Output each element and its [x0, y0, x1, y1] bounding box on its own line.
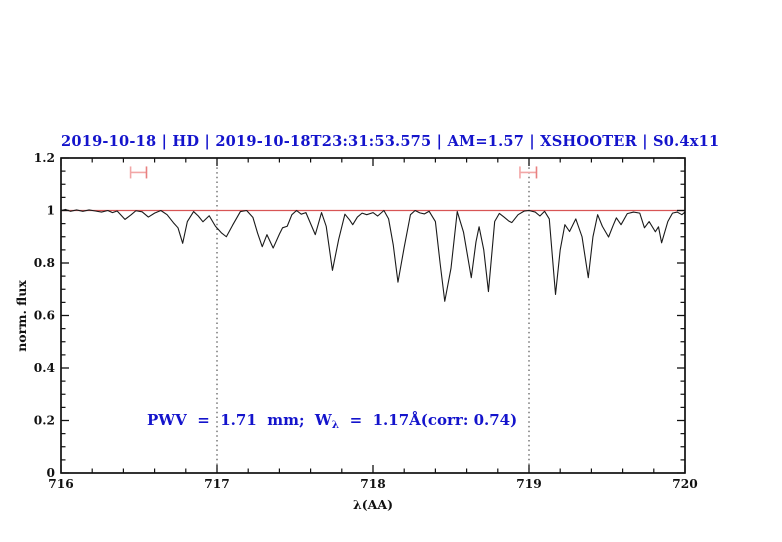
y-tick-label: 1.2: [34, 151, 55, 165]
y-tick-label: 0.2: [34, 414, 55, 428]
x-tick-label: 719: [516, 477, 541, 491]
x-tick-label: 718: [360, 477, 385, 491]
x-tick-label: 717: [204, 477, 229, 491]
pwv-annotation-prefix: PWV = 1.71 mm; W: [147, 411, 332, 429]
y-tick-label: 0: [47, 466, 55, 480]
y-tick-label: 0.8: [34, 256, 55, 270]
pwv-annotation: PWV = 1.71 mm; Wλ = 1.17Å(corr: 0.74): [147, 411, 518, 431]
pwv-annotation-suffix: = 1.17Å(corr: 0.74): [339, 411, 518, 429]
spectrum-line: [60, 208, 686, 302]
x-tick-label: 720: [672, 477, 697, 491]
plot-title: 2019-10-18 | HD | 2019-10-18T23:31:53.57…: [61, 133, 720, 150]
y-tick-label: 0.6: [34, 309, 55, 323]
y-tick-label: 0.4: [34, 361, 55, 375]
x-axis-label: λ(AA): [353, 497, 393, 512]
y-tick-label: 1: [47, 204, 55, 218]
x-tick-label: 716: [48, 477, 73, 491]
pwv-annotation-lambda-subscript: λ: [331, 419, 340, 431]
y-axis-label: norm. flux: [14, 280, 29, 352]
